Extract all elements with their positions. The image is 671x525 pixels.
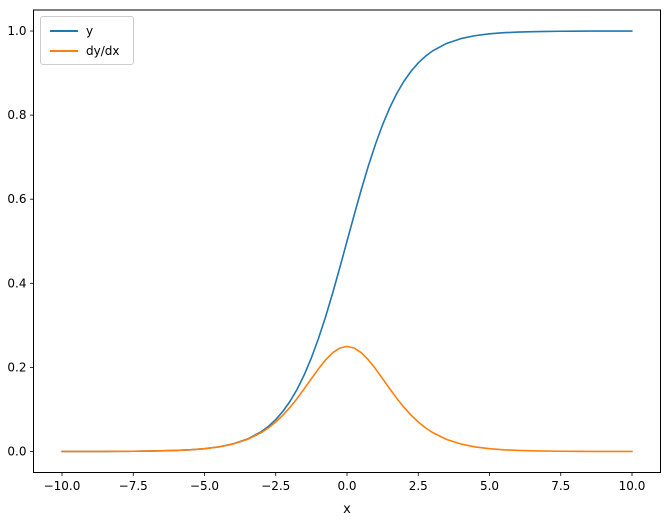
x-axis-label: x <box>343 502 351 517</box>
legend: y dy/dx <box>40 16 135 65</box>
axes-spines <box>33 9 661 473</box>
y-tick-label: 0.8 <box>7 108 26 122</box>
legend-item-y: y <box>50 24 119 37</box>
legend-line-sample-dydx <box>50 49 78 52</box>
x-tick-label: 10.0 <box>619 479 646 493</box>
legend-item-dydx: dy/dx <box>50 44 119 57</box>
legend-line-sample-y <box>50 29 78 32</box>
y-tick-label: 0.6 <box>7 192 26 206</box>
x-tick-label: −2.5 <box>261 479 290 493</box>
x-tick-label: −5.0 <box>190 479 219 493</box>
x-tick-label: 2.5 <box>409 479 428 493</box>
x-tick-label: −7.5 <box>119 479 148 493</box>
x-tick-label: 5.0 <box>480 479 499 493</box>
y-tick-label: 1.0 <box>7 24 26 38</box>
y-tick-label: 0.2 <box>7 360 26 374</box>
x-tick-label: 7.5 <box>551 479 570 493</box>
series-line-dydx <box>61 345 633 453</box>
y-tick-label: 0.4 <box>7 276 26 290</box>
x-tick-label: −10.0 <box>44 479 81 493</box>
y-tick-label: 0.0 <box>7 444 26 458</box>
legend-label-dydx: dy/dx <box>86 44 120 58</box>
legend-label-y: y <box>86 24 94 38</box>
x-tick-label: 0.0 <box>337 479 356 493</box>
